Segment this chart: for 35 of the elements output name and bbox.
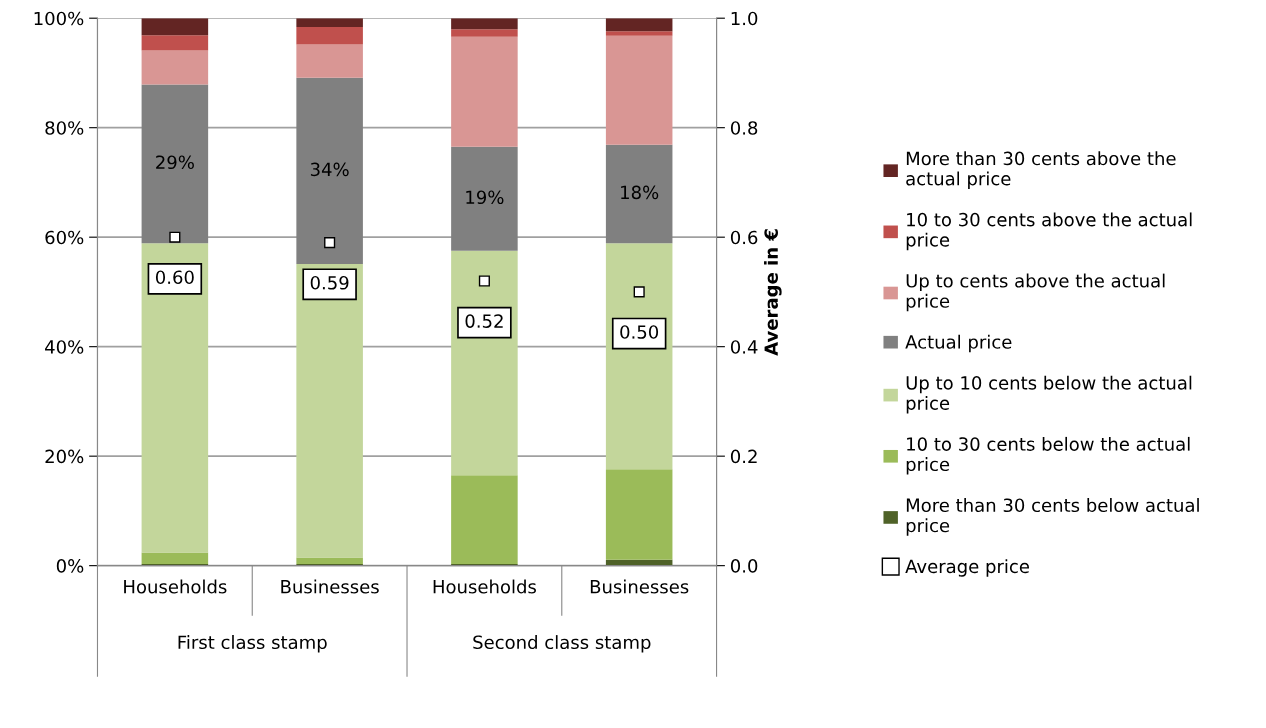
data-label: 34% — [310, 162, 349, 177]
y-tick-label: 20% — [45, 449, 84, 464]
text: First class stamp — [178, 635, 327, 653]
x-tick-label: Households — [433, 579, 536, 594]
legend-label: More than 30 cents above the actual price — [906, 151, 1176, 189]
y-tick-label: 100% — [34, 11, 84, 26]
data-label: 0.50 — [620, 325, 659, 339]
data-label: 29% — [156, 155, 194, 170]
legend-label: Up to cents above the actual price — [906, 273, 1165, 312]
data-label: 0.52 — [465, 314, 503, 328]
y-tick-label: 40% — [45, 340, 84, 354]
y2-tick-label: 0.6 — [730, 230, 758, 245]
data-label: 0.60 — [155, 270, 194, 285]
x-tick-label: Businesses — [281, 579, 379, 594]
data-label: 19% — [466, 190, 504, 205]
x-tick-label: Businesses — [590, 579, 689, 594]
y-tick-label: 80% — [45, 121, 84, 135]
legend-label: Average price — [905, 559, 1029, 577]
legend-label: Up to 10 cents below the actual price — [906, 375, 1192, 414]
legend-label: 10 to 30 cents below the actual price — [906, 436, 1190, 475]
y2-tick-label: 0.4 — [730, 340, 758, 354]
y-tick-label: 0% — [56, 559, 84, 573]
legend-label: More than 30 cents below actual price — [906, 498, 1199, 536]
x-tick-label: Households — [124, 579, 227, 594]
y2-axis-title: Average in € — [764, 229, 782, 356]
legend-label: 10 to 30 cents above the actual price — [906, 212, 1192, 251]
data-label: 18% — [621, 185, 659, 200]
legend-label: Actual price — [905, 334, 1012, 353]
data-label: 0.59 — [310, 275, 349, 290]
y2-tick-label: 0.8 — [730, 121, 758, 135]
text: Second class stamp — [473, 635, 651, 653]
y2-tick-label: 0.2 — [730, 449, 757, 464]
y2-tick-label: 1.0 — [731, 11, 758, 26]
y-tick-label: 60% — [45, 230, 84, 245]
y2-tick-label: 0.0 — [730, 559, 758, 573]
